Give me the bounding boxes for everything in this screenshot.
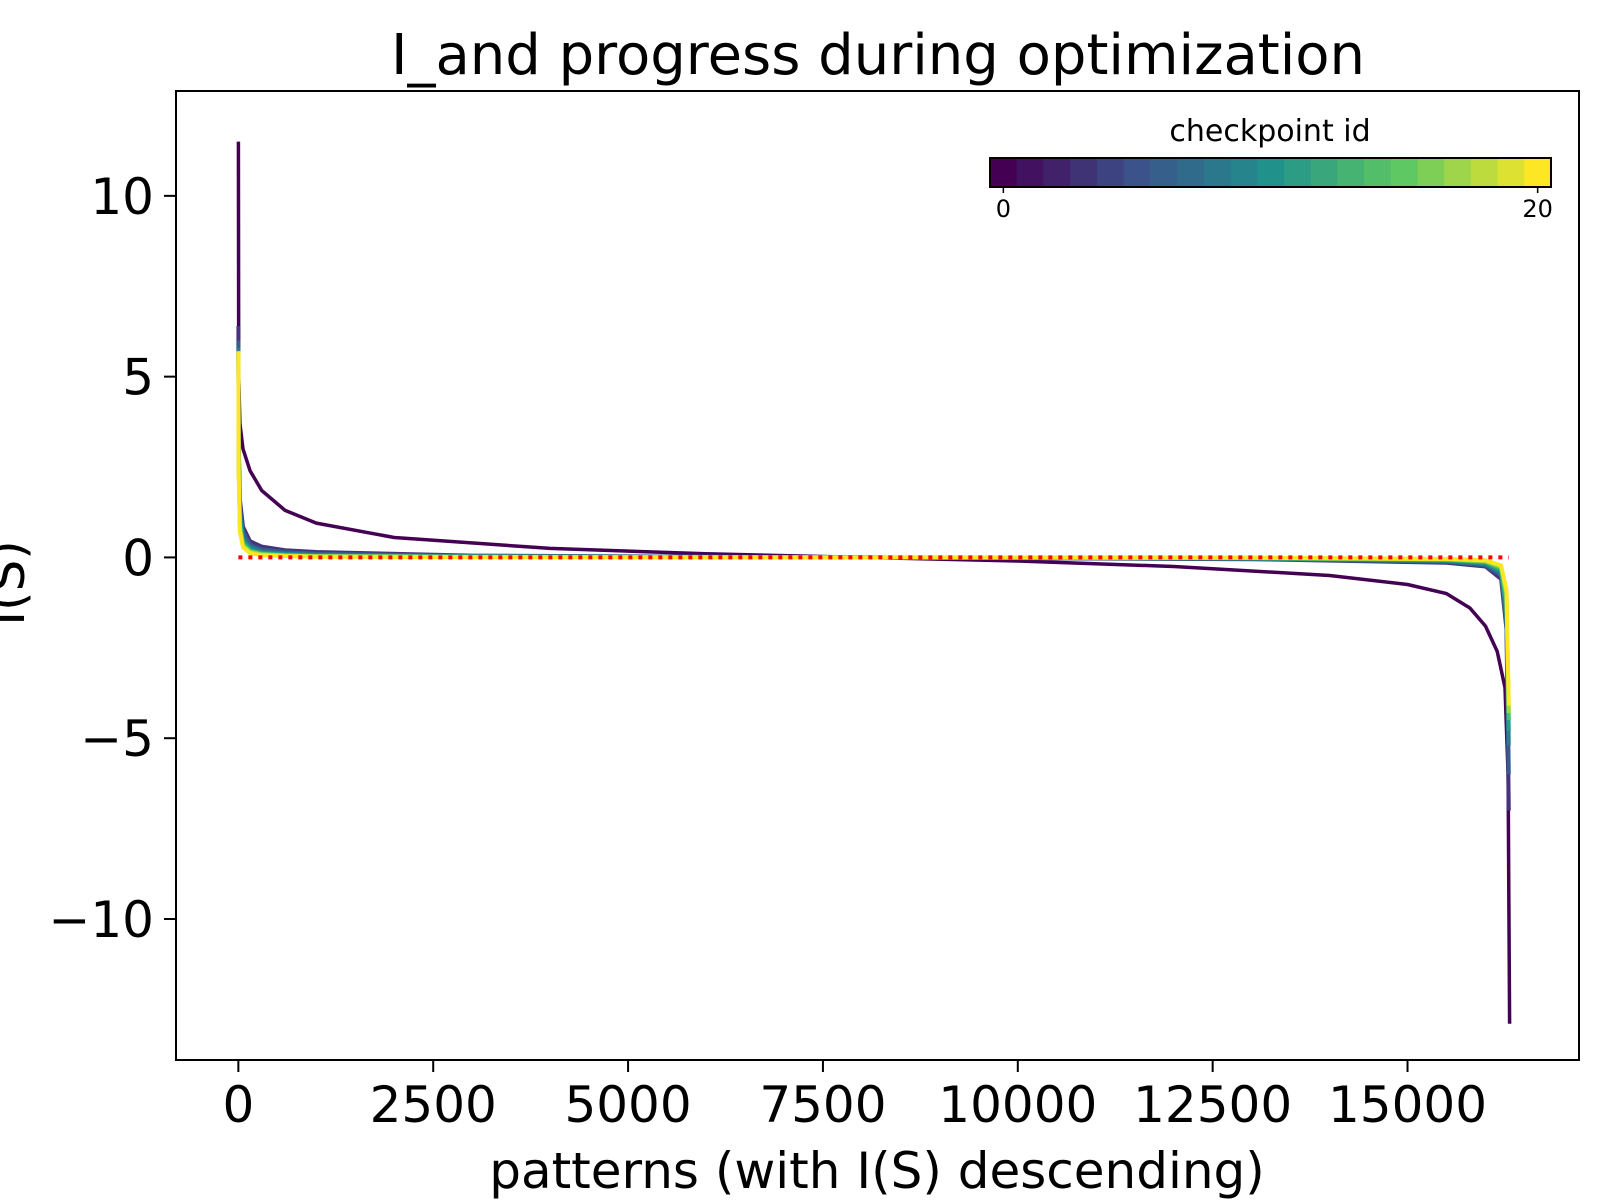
colorbar: checkpoint id 0 20 (989, 114, 1553, 223)
x-tick-label: 7500 (759, 1076, 886, 1134)
series-line-6 (236, 351, 1511, 713)
colorbar-cell (1417, 158, 1445, 187)
series-line-0 (236, 141, 1512, 1024)
x-tick-label: 2500 (370, 1076, 497, 1134)
colorbar-cell (1043, 158, 1071, 187)
colorbar-cell (1203, 158, 1232, 187)
x-tick-label: 12500 (1133, 1076, 1292, 1134)
y-tick-label: −5 (80, 710, 154, 768)
colorbar-frame (989, 157, 1552, 188)
colorbar-cell (1150, 158, 1178, 187)
colorbar-cell (1337, 158, 1365, 187)
x-axis-label: patterns (with I(S) descending) (489, 1142, 1265, 1200)
colorbar-cell (1390, 158, 1419, 187)
series-line-7 (236, 351, 1511, 706)
y-tick-label: 0 (122, 529, 154, 587)
chart-title: I_and progress during optimization (391, 23, 1365, 88)
plot-frame (175, 90, 1580, 1061)
colorbar-cell (1230, 158, 1258, 187)
colorbar-cell (1310, 158, 1338, 187)
series-line-5 (236, 351, 1511, 721)
colorbar-cell (1364, 158, 1392, 187)
x-tick-label: 15000 (1328, 1076, 1487, 1134)
colorbar-gradient (990, 158, 1552, 187)
x-tick-label: 0 (222, 1076, 254, 1134)
y-axis-label: I(S) (0, 540, 36, 626)
colorbar-tick-label: 20 (1522, 195, 1553, 223)
colorbar-cell (1470, 158, 1499, 187)
colorbar-cell (1283, 158, 1312, 187)
colorbar-label: checkpoint id (1169, 114, 1370, 149)
colorbar-cell (1497, 158, 1525, 187)
colorbar-cell (1177, 158, 1205, 187)
x-tick-label: 10000 (938, 1076, 1097, 1134)
colorbar-cell (1016, 158, 1045, 187)
y-tick-label: 10 (90, 168, 154, 226)
series-layer (236, 141, 1512, 1024)
series-line-3 (236, 347, 1511, 746)
colorbar-ticks: 0 20 (996, 187, 1553, 223)
colorbar-cell (1070, 158, 1098, 187)
y-tick-label: 5 (122, 349, 154, 407)
colorbar-cell (1123, 158, 1151, 187)
y-axis-ticks: −10 −5 0 5 10 (48, 168, 176, 949)
colorbar-cell (1444, 158, 1472, 187)
plot-area (175, 90, 1580, 1061)
colorbar-cell (1096, 158, 1125, 187)
colorbar-cell (1257, 158, 1285, 187)
x-axis-ticks: 0 2500 5000 7500 10000 12500 15000 (222, 1060, 1487, 1134)
x-tick-label: 5000 (564, 1076, 691, 1134)
colorbar-cell (990, 158, 1018, 187)
colorbar-cell (1524, 158, 1552, 187)
y-tick-label: −10 (48, 891, 154, 949)
colorbar-tick-label: 0 (996, 195, 1011, 223)
series-line-1 (236, 325, 1511, 811)
